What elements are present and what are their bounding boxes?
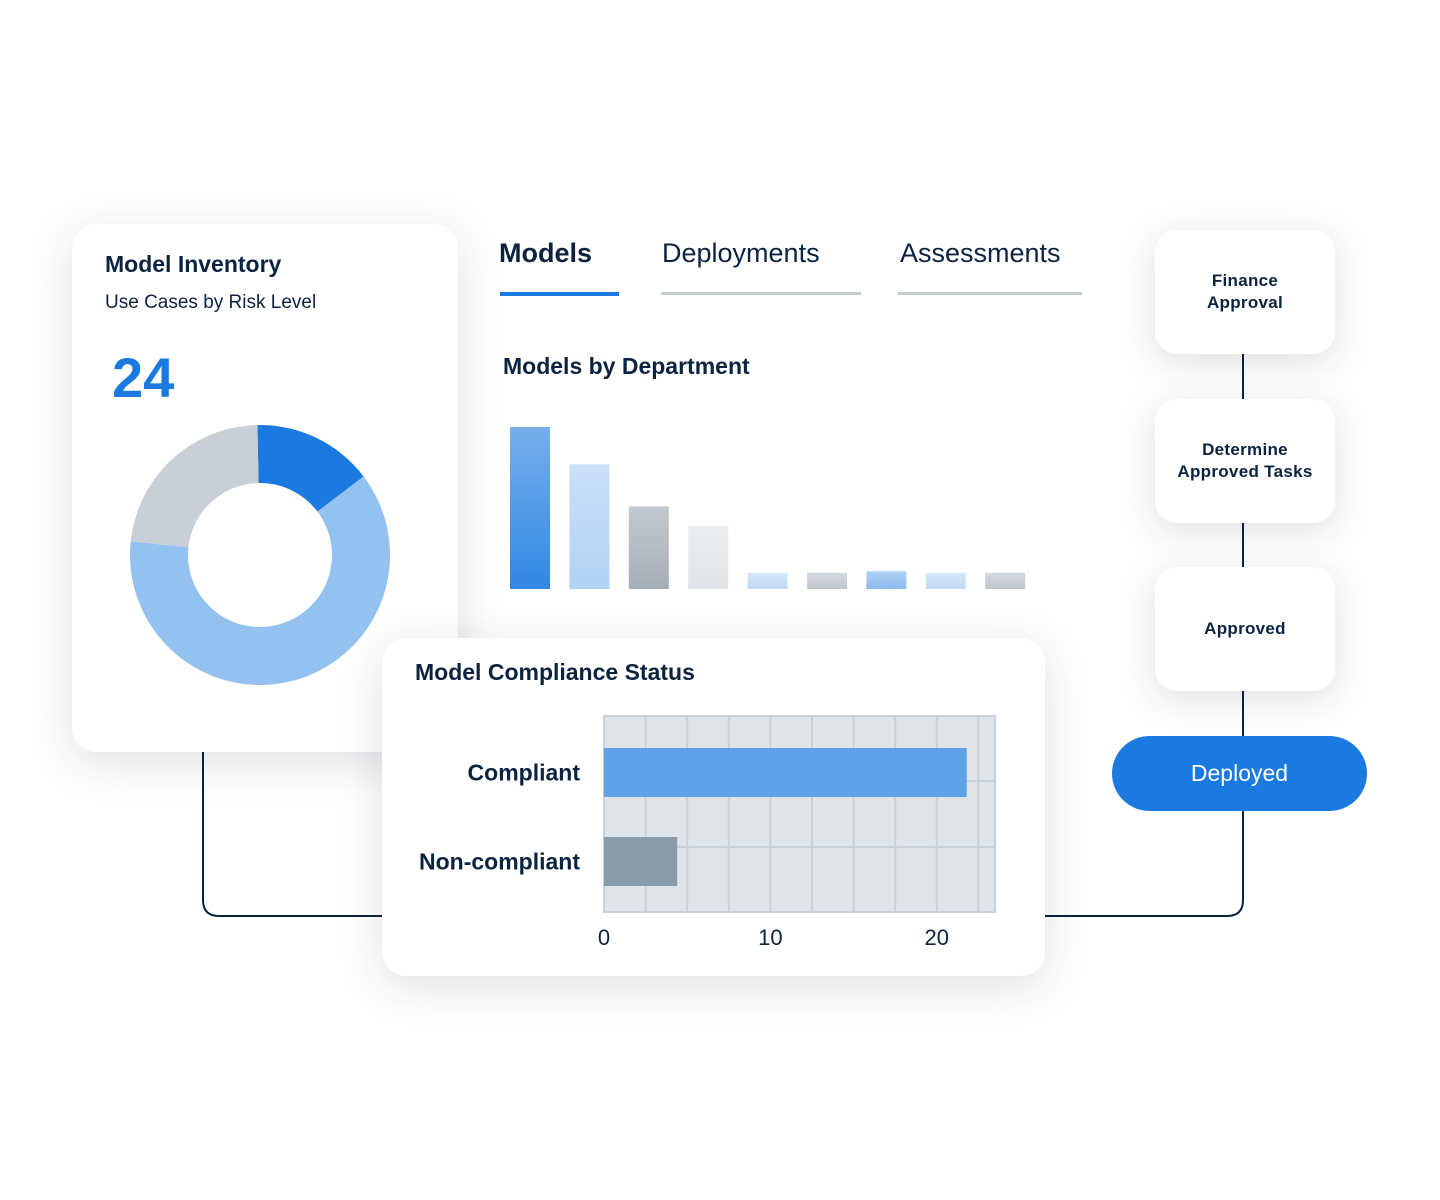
department-bar-2 [628,506,669,589]
workflow-step-label: Determine Approved Tasks [1177,440,1313,481]
workflow-step-approved[interactable]: Approved [1155,567,1335,691]
tab-models[interactable]: Models [499,238,593,268]
compliance-bar-compliant [604,748,967,797]
department-bar-5 [807,572,847,589]
workflow-step-determine-approved-tasks[interactable]: Determine Approved Tasks [1155,399,1335,523]
department-bar-4 [747,572,788,589]
models-by-department-chart [510,427,1026,589]
donut-slice-2 [130,425,259,548]
department-bar-0 [510,427,550,589]
models-by-department-title: Models by Department [503,353,750,379]
tab-assessments-underline [898,292,1082,295]
model-inventory-title: Model Inventory [105,251,282,277]
risk-level-donut-chart [130,425,390,685]
compliance-category-label: Non-compliant [419,849,580,875]
department-bar-1 [569,464,610,589]
workflow-step-label: Approved [1204,619,1286,638]
model-compliance-card: Model Compliance Status Compliant Non-com… [382,638,1045,976]
compliance-bar-non-compliant [604,837,678,886]
tab-deployments-underline [661,292,861,295]
model-compliance-title: Model Compliance Status [415,659,695,685]
connector-left-line [202,752,385,917]
model-inventory-subtitle: Use Cases by Risk Level [105,292,317,313]
tab-deployments[interactable]: Deployments [662,238,820,268]
compliance-category-label: Compliant [468,760,581,786]
workflow-step-label: Finance Approval [1206,271,1284,312]
workflow-step-finance-approval[interactable]: Finance Approval [1155,230,1335,354]
deployed-button[interactable]: Deployed [1112,736,1367,811]
department-bar-6 [866,571,907,589]
compliance-x-tick-label: 10 [758,925,782,950]
department-bar-7 [925,572,966,589]
department-bar-3 [688,525,729,589]
compliance-status-bar-chart: Compliant Non-compliant 0 10 20 [419,715,996,950]
compliance-x-tick-label: 20 [925,925,949,950]
department-bar-8 [985,572,1026,589]
tab-models-underline [500,292,619,296]
donut-slice-0 [257,425,364,512]
connector-right-line [1045,810,1244,917]
model-inventory-count: 24 [112,346,175,409]
compliance-x-tick-label: 0 [598,925,610,950]
donut-slice-1 [130,476,390,685]
tab-assessments[interactable]: Assessments [900,238,1061,268]
